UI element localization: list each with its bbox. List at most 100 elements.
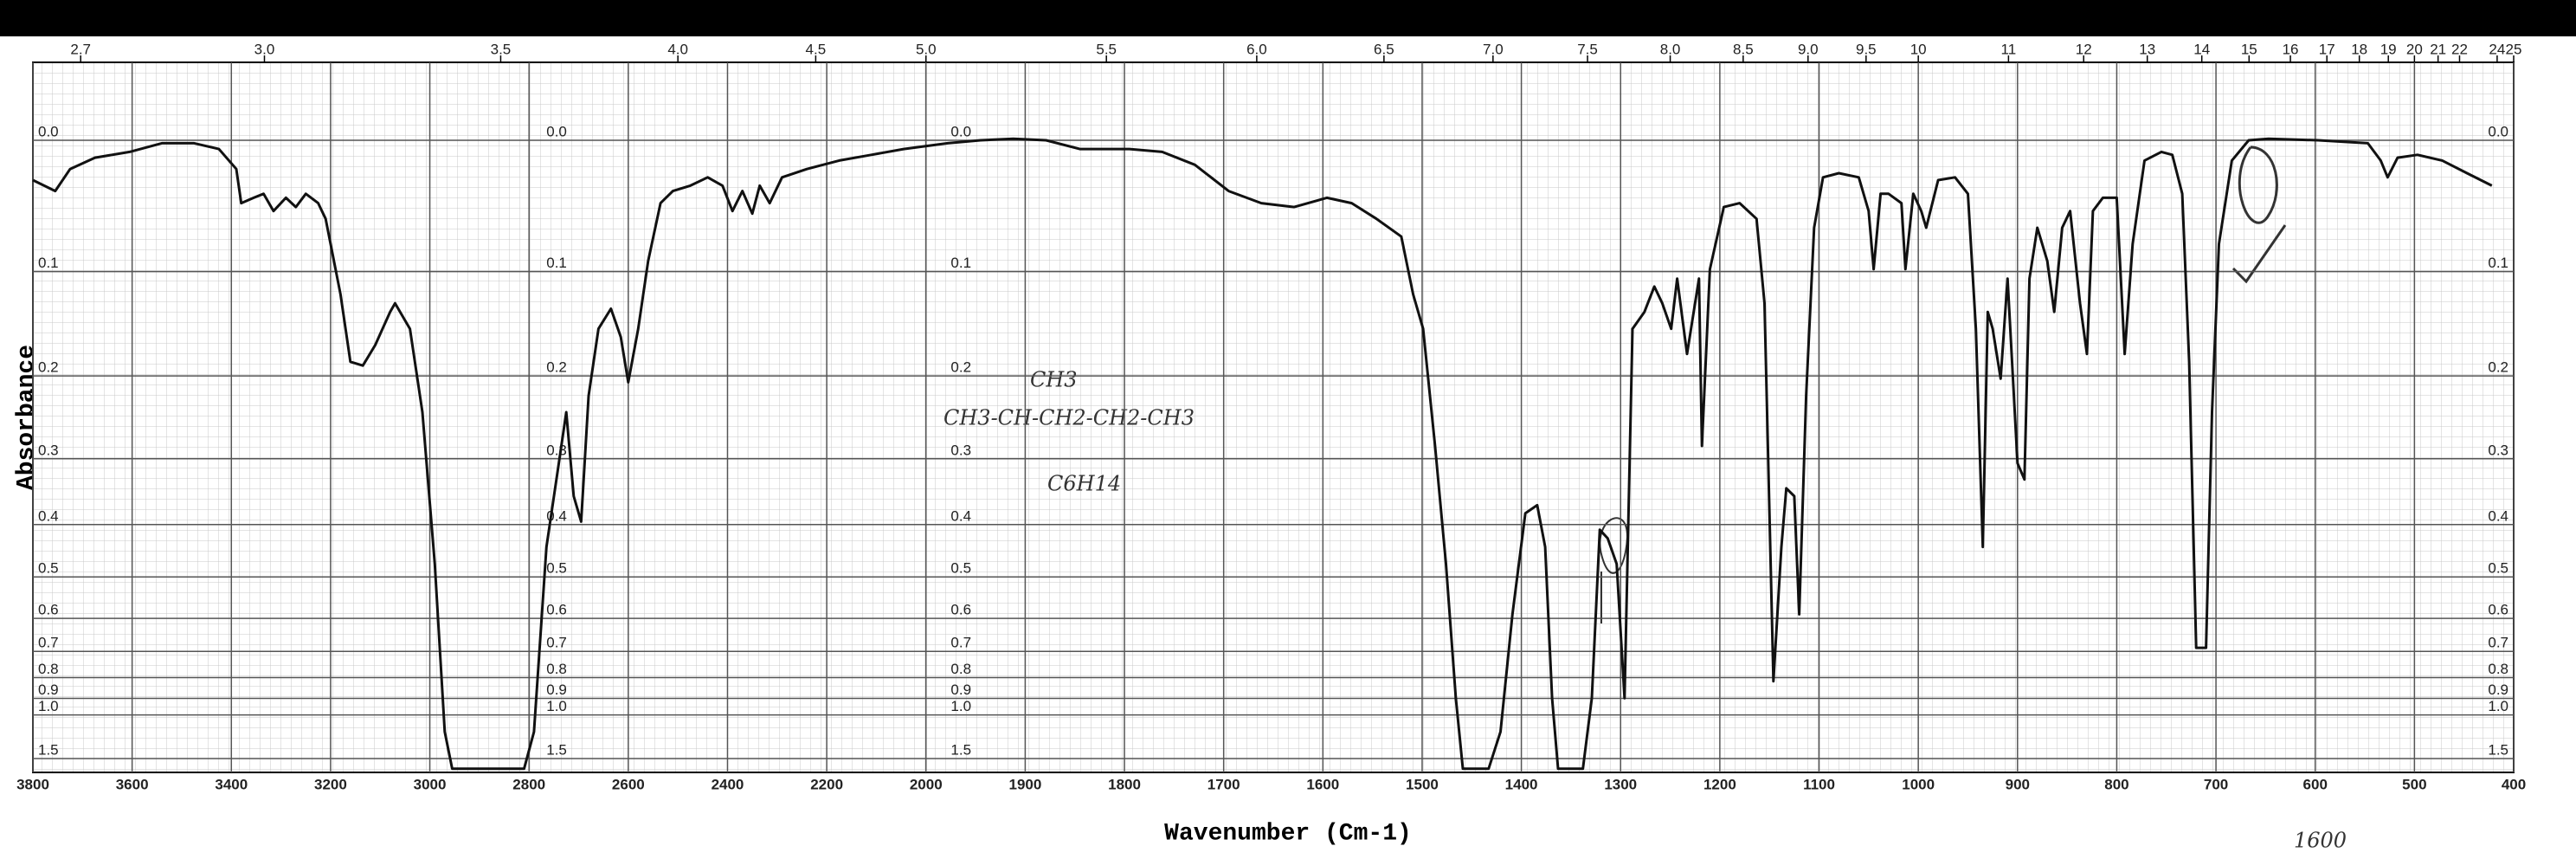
y-tick-label: 0.7: [38, 635, 59, 651]
y-tick-label: 0.7: [2488, 635, 2508, 651]
x-tick-label: 1800: [1108, 776, 1141, 792]
hand-mark: [2231, 145, 2287, 284]
y-tick-label: 0.1: [950, 255, 971, 271]
y-tick-label: 1.5: [950, 742, 971, 759]
x-tick-label: 2200: [810, 776, 843, 792]
x2-tick-label: 6.5: [1374, 41, 1394, 57]
x-tick-label: 2000: [910, 776, 943, 792]
y-tick-label: 0.2: [38, 359, 59, 376]
y-tick-label: 0.4: [2488, 507, 2508, 524]
y-tick-label: 0.0: [546, 123, 567, 139]
x2-tick-label: 5.0: [916, 41, 937, 57]
x2-tick-label: 15: [2241, 41, 2257, 57]
y-tick-label: 0.6: [950, 602, 971, 618]
x-tick-label: 500: [2402, 776, 2426, 792]
y-tick-label: 0.2: [950, 359, 971, 376]
spectrum-line: [32, 137, 2493, 771]
x2-tick-label: 17: [2319, 41, 2335, 57]
x2-tick-label: 3.0: [254, 41, 275, 57]
x2-tick-label: 12: [2076, 41, 2092, 57]
x-tick-label: 600: [2303, 776, 2328, 792]
y-tick-label: 0.5: [950, 560, 971, 577]
y-tick-label: 0.1: [2488, 255, 2508, 271]
y-tick-label: 0.8: [2488, 661, 2508, 677]
x-tick-label: 900: [2006, 776, 2030, 792]
y-tick-label: 1.0: [546, 698, 567, 714]
y-tick-label: 0.3: [2488, 442, 2508, 458]
x-tick-label: 2400: [712, 776, 744, 792]
x2-tick-label: 10: [1910, 41, 1927, 57]
plot-area: [33, 62, 2514, 772]
x2-tick-label: 24: [2489, 41, 2505, 57]
y-tick-label: 0.1: [38, 255, 59, 271]
x2-tick-label: 7.5: [1577, 41, 1598, 57]
y-tick-label: 0.4: [950, 507, 971, 524]
x2-tick-label: 13: [2139, 41, 2155, 57]
y-tick-label: 0.8: [38, 661, 59, 677]
x-tick-label: 3200: [314, 776, 347, 792]
x-axis-title: Wavenumber (Cm-1): [1164, 820, 1412, 847]
x-tick-label: 2600: [612, 776, 645, 792]
y-tick-label: 0.5: [38, 560, 59, 577]
y-tick-label: 1.5: [2488, 742, 2508, 759]
y-axis-title: Absorbance: [13, 345, 40, 490]
x2-tick-label: 3.5: [491, 41, 512, 57]
x2-tick-label: 8.5: [1733, 41, 1754, 57]
x2-tick-label: 21: [2430, 41, 2446, 57]
annotation: CH3: [1030, 368, 1078, 392]
y-tick-label: 0.1: [546, 255, 567, 271]
x-tick-label: 3600: [116, 776, 149, 792]
x2-tick-label: 22: [2451, 41, 2468, 57]
x-tick-label: 1200: [1703, 776, 1736, 792]
x-tick-label: 800: [2104, 776, 2128, 792]
y-tick-label: 0.0: [2488, 123, 2508, 139]
y-tick-label: 1.5: [38, 742, 59, 759]
x2-tick-label: 2.7: [70, 41, 91, 57]
y-tick-label: 0.9: [950, 681, 971, 698]
x2-tick-label: 16: [2283, 41, 2299, 57]
x-tick-label: 2800: [512, 776, 545, 792]
x-tick-label: 3800: [16, 776, 49, 792]
y-tick-label: 0.7: [950, 635, 971, 651]
y-tick-label: 0.5: [2488, 560, 2508, 577]
x2-tick-label: 20: [2406, 41, 2423, 57]
y-tick-label: 0.9: [546, 681, 567, 698]
y-tick-label: 0.3: [38, 442, 59, 458]
y-tick-label: 0.0: [38, 123, 59, 139]
y-tick-label: 0.9: [2488, 681, 2508, 698]
annotation: CH3-CH-CH2-CH2-CH3: [943, 406, 1195, 430]
x-tick-label: 1100: [1803, 776, 1835, 792]
x2-tick-label: 18: [2351, 41, 2367, 57]
y-tick-label: 1.0: [2488, 698, 2508, 714]
x2-tick-label: 8.0: [1660, 41, 1681, 57]
y-tick-label: 0.9: [38, 681, 59, 698]
x-tick-label: 1400: [1505, 776, 1538, 792]
x-tick-label: 1500: [1406, 776, 1439, 792]
x2-tick-label: 7.0: [1483, 41, 1504, 57]
y-tick-label: 0.2: [546, 359, 567, 376]
y-tick-label: 0.2: [2488, 359, 2508, 376]
x-tick-label: 1900: [1008, 776, 1041, 792]
x2-tick-label: 11: [2001, 41, 2017, 57]
y-tick-label: 0.8: [546, 661, 567, 677]
y-tick-label: 0.3: [950, 442, 971, 458]
x-tick-label: 400: [2502, 776, 2526, 792]
y-tick-label: 0.8: [950, 661, 971, 677]
x2-tick-label: 19: [2380, 41, 2397, 57]
top-band: [0, 0, 2576, 36]
x2-tick-label: 9.0: [1798, 41, 1819, 57]
x2-tick-label: 4.0: [667, 41, 688, 57]
y-tick-label: 0.6: [546, 602, 567, 618]
x2-tick-label: 5.5: [1096, 41, 1117, 57]
y-tick-label: 0.3: [546, 442, 567, 458]
y-tick-label: 1.5: [546, 742, 567, 759]
y-tick-label: 0.6: [38, 602, 59, 618]
x-tick-label: 700: [2204, 776, 2228, 792]
x2-tick-label: 25: [2506, 41, 2522, 57]
x-tick-label: 1600: [1306, 776, 1339, 792]
annotation: C6H14: [1047, 472, 1121, 496]
y-tick-label: 0.7: [546, 635, 567, 651]
x-tick-label: 1000: [1902, 776, 1935, 792]
x2-tick-label: 14: [2193, 41, 2210, 57]
